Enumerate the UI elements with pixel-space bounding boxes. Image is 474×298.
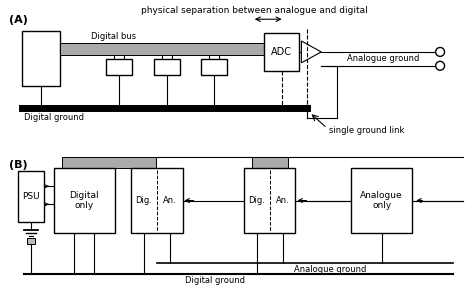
Bar bbox=[54, 168, 115, 233]
Bar bbox=[144, 168, 156, 204]
Bar bbox=[244, 168, 295, 233]
Text: An.: An. bbox=[163, 196, 176, 205]
Bar bbox=[27, 238, 35, 244]
Bar bbox=[252, 168, 264, 204]
Text: Digital
only: Digital only bbox=[70, 191, 99, 210]
Bar bbox=[18, 171, 44, 222]
Bar bbox=[131, 168, 182, 233]
Text: Digital bus: Digital bus bbox=[91, 32, 137, 41]
Text: Dig.: Dig. bbox=[136, 196, 152, 205]
Bar bbox=[60, 43, 282, 55]
Bar bbox=[22, 31, 60, 86]
Text: Dig.: Dig. bbox=[248, 196, 265, 205]
Text: (A): (A) bbox=[9, 15, 28, 25]
Text: (B): (B) bbox=[9, 160, 28, 170]
Text: Digital ground: Digital ground bbox=[185, 276, 245, 285]
Text: single ground link: single ground link bbox=[329, 126, 404, 135]
Bar bbox=[154, 59, 180, 75]
Circle shape bbox=[304, 105, 310, 111]
Text: Analogue ground: Analogue ground bbox=[294, 265, 367, 274]
Bar bbox=[106, 59, 132, 75]
Text: Analogue
only: Analogue only bbox=[360, 191, 403, 210]
Text: PSU: PSU bbox=[22, 192, 40, 201]
Bar bbox=[276, 168, 288, 204]
Text: ADC: ADC bbox=[271, 47, 292, 57]
Bar bbox=[201, 59, 227, 75]
Bar bbox=[62, 157, 156, 168]
Circle shape bbox=[436, 47, 445, 56]
Bar bbox=[62, 168, 73, 204]
Circle shape bbox=[436, 61, 445, 70]
Text: Analogue ground: Analogue ground bbox=[347, 54, 419, 63]
Bar bbox=[264, 33, 300, 71]
Text: An.: An. bbox=[276, 196, 290, 205]
Bar bbox=[351, 168, 412, 233]
Text: physical separation between analogue and digital: physical separation between analogue and… bbox=[141, 6, 368, 15]
Bar bbox=[252, 157, 288, 168]
Text: Digital ground: Digital ground bbox=[24, 113, 84, 122]
